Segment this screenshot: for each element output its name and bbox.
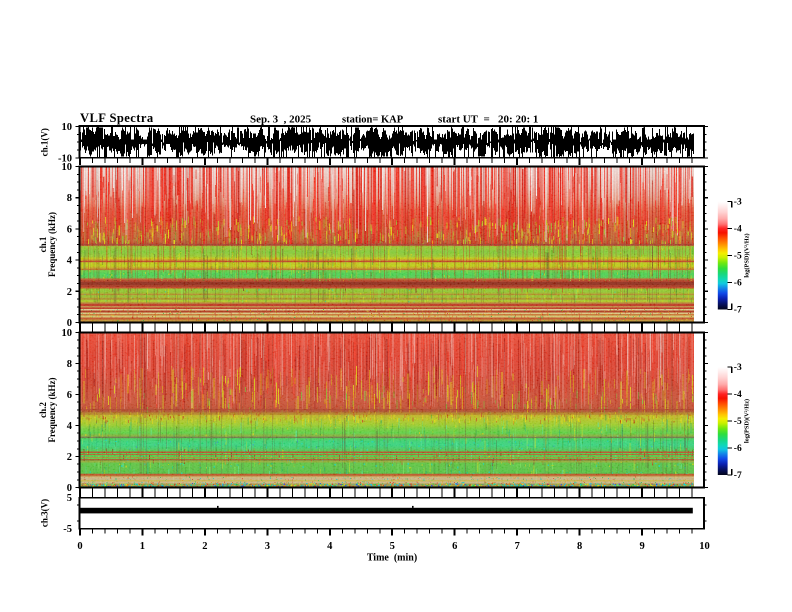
svg-text:ch.1(V): ch.1(V) — [40, 128, 50, 156]
svg-text:0: 0 — [67, 318, 72, 329]
svg-text:4: 4 — [327, 541, 333, 552]
svg-text:log(PSD)(V²/Hz): log(PSD)(V²/Hz) — [744, 233, 751, 277]
svg-text:Sep. 3 , 2025: Sep. 3 , 2025 — [250, 114, 312, 126]
svg-text:ch.1: ch.1 — [38, 236, 48, 252]
svg-text:5: 5 — [390, 541, 395, 552]
svg-text:-6: -6 — [734, 279, 742, 289]
svg-text:Frequency (kHz): Frequency (kHz) — [47, 377, 57, 442]
svg-text:3: 3 — [265, 541, 270, 552]
svg-text:-4: -4 — [734, 225, 742, 235]
svg-text:4: 4 — [67, 256, 73, 267]
svg-text:Frequency (kHz): Frequency (kHz) — [47, 212, 57, 277]
svg-text:2: 2 — [67, 287, 72, 298]
svg-text:VLF Spectra: VLF Spectra — [80, 111, 154, 125]
svg-text:-5: -5 — [63, 524, 72, 535]
svg-text:9: 9 — [639, 541, 644, 552]
svg-text:8: 8 — [67, 359, 72, 370]
svg-text:-7: -7 — [734, 471, 742, 481]
svg-text:Time (min): Time (min) — [367, 553, 417, 564]
svg-text:-3: -3 — [734, 198, 742, 208]
svg-text:4: 4 — [67, 421, 73, 432]
svg-text:10: 10 — [62, 328, 73, 339]
svg-text:2: 2 — [67, 452, 72, 463]
svg-text:10: 10 — [699, 541, 710, 552]
svg-text:2: 2 — [202, 541, 207, 552]
svg-text:5: 5 — [67, 493, 72, 504]
svg-text:-5: -5 — [734, 417, 742, 427]
svg-text:8: 8 — [577, 541, 582, 552]
svg-text:7: 7 — [515, 541, 520, 552]
svg-text:10: 10 — [62, 162, 73, 173]
svg-text:0: 0 — [67, 483, 72, 494]
svg-text:-7: -7 — [734, 306, 742, 316]
svg-text:10: 10 — [62, 122, 73, 133]
svg-text:-4: -4 — [734, 390, 742, 400]
svg-text:-6: -6 — [734, 444, 742, 454]
svg-text:start UT = 20: 20: 1: start UT = 20: 20: 1 — [438, 114, 538, 126]
svg-text:-3: -3 — [734, 363, 742, 373]
svg-text:6: 6 — [67, 224, 72, 235]
svg-text:-10: -10 — [58, 153, 72, 164]
svg-text:8: 8 — [67, 193, 72, 204]
svg-text:ch.3(V): ch.3(V) — [40, 499, 50, 527]
svg-text:log(PSD)(V²/Hz): log(PSD)(V²/Hz) — [744, 399, 751, 443]
svg-text:1: 1 — [140, 541, 145, 552]
svg-text:6: 6 — [452, 541, 457, 552]
svg-text:station= KAP: station= KAP — [342, 115, 404, 126]
svg-text:0: 0 — [77, 541, 82, 552]
svg-text:6: 6 — [67, 390, 72, 401]
svg-text:ch.2: ch.2 — [38, 402, 48, 418]
svg-text:-5: -5 — [734, 252, 742, 262]
